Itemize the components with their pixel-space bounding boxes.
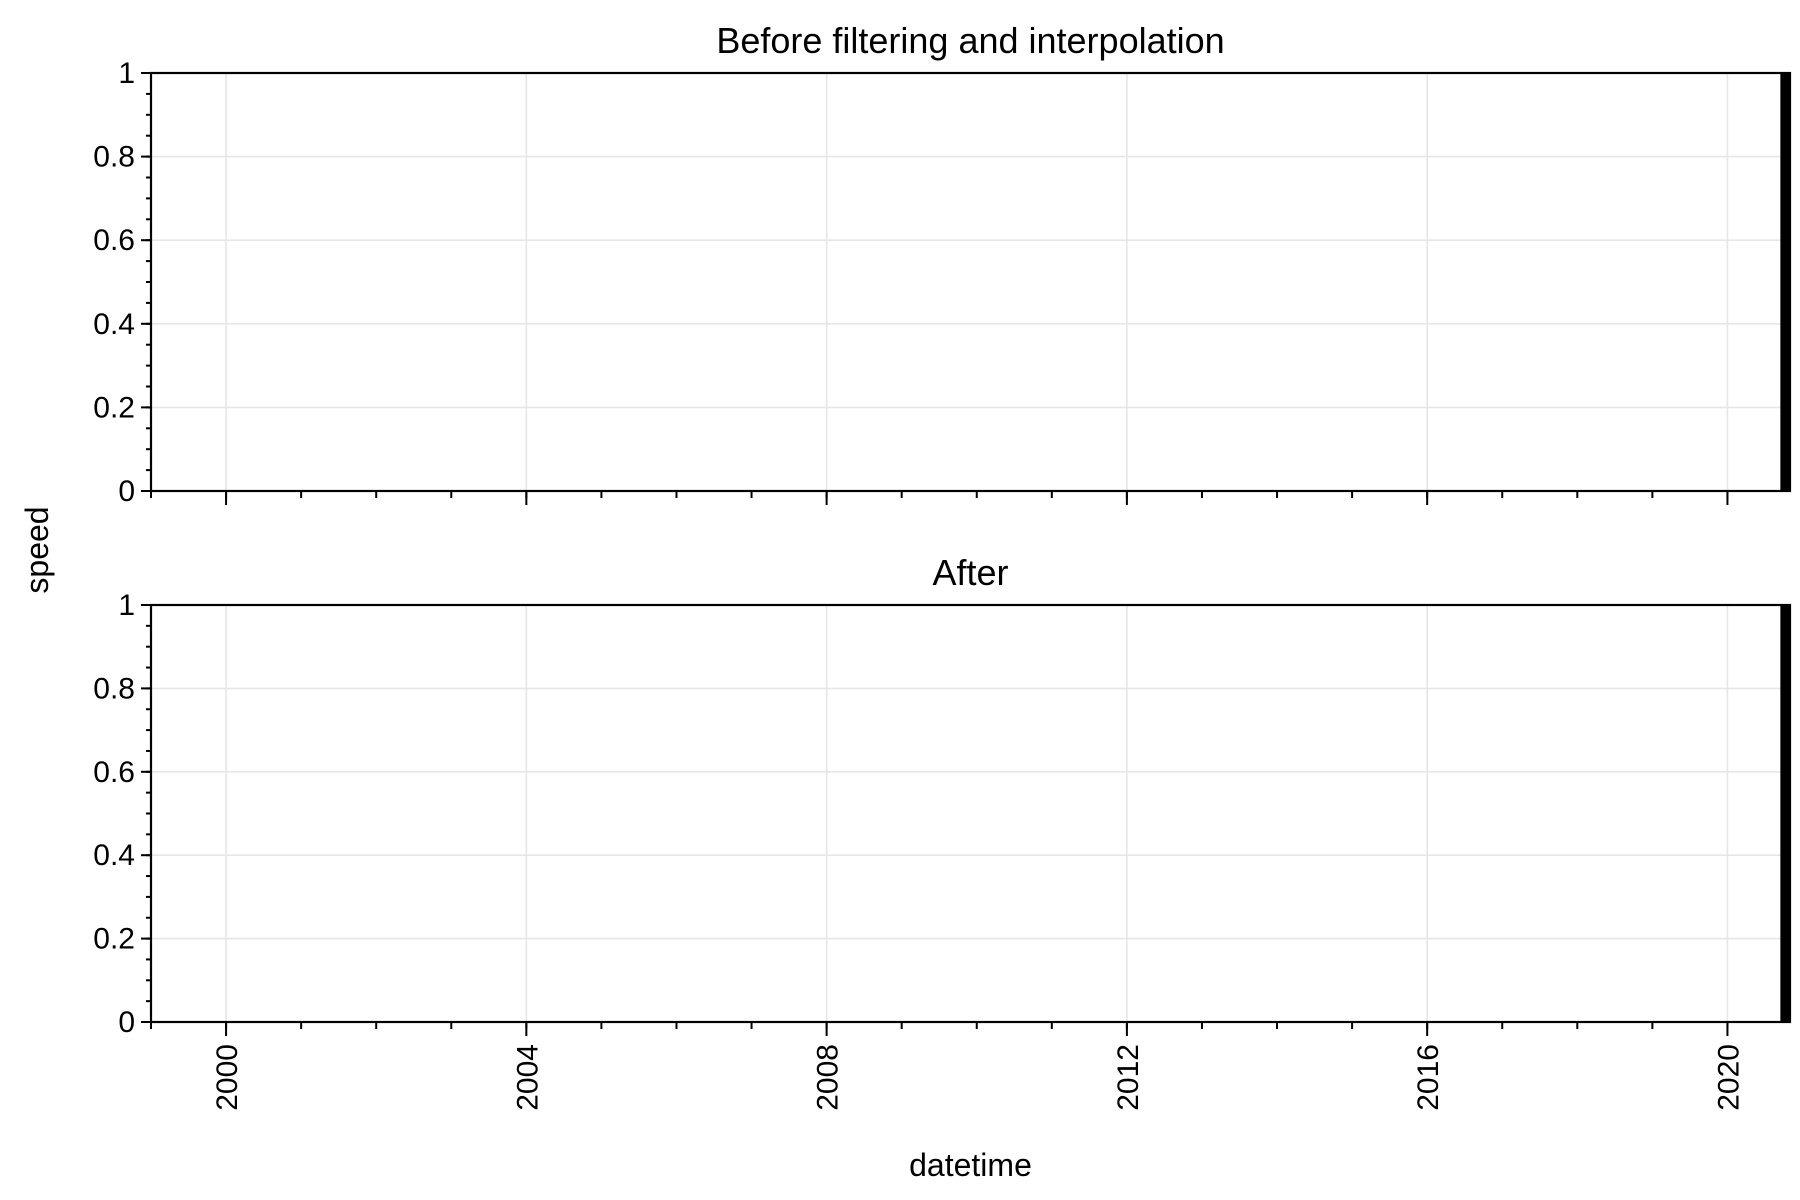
y-tick-label: 0.6 xyxy=(93,756,135,789)
speed-series xyxy=(1780,73,1790,491)
y-tick-label: 0.4 xyxy=(93,839,135,872)
y-tick-label: 1 xyxy=(118,57,135,90)
panel-before: 0 0.2 0.4 0.6 0.8 1 Before filtering and inter… xyxy=(93,20,1792,508)
y-tick-label: 0.8 xyxy=(93,141,135,174)
y-tick-label: 1 xyxy=(118,589,135,622)
y-tick-label: 0 xyxy=(118,475,135,508)
y-tick-label: 0.4 xyxy=(93,308,135,341)
panel-after: 0 0.2 0.4 0.6 0.8 1 2000 2004 2008 2012 2016 2020 Af… xyxy=(93,552,1792,1183)
y-tick-label: 0.8 xyxy=(93,672,135,705)
x-axis-label: datetime xyxy=(909,1147,1032,1183)
x-tick-label: 2016 xyxy=(1412,1044,1445,1111)
x-tick-label: 2004 xyxy=(511,1044,544,1111)
chart-title: Before filtering and interpolation xyxy=(716,20,1224,61)
y-tick-label: 0.2 xyxy=(93,391,135,424)
y-tick-label: 0.6 xyxy=(93,224,135,257)
y-tick-label: 0.2 xyxy=(93,923,135,956)
x-tick-label: 2012 xyxy=(1112,1044,1145,1111)
chart-title: After xyxy=(932,552,1008,593)
x-tick-label: 2008 xyxy=(812,1044,845,1111)
axes-frame xyxy=(149,71,1792,493)
x-tick-label: 2020 xyxy=(1712,1044,1745,1111)
x-tick-label: 2000 xyxy=(211,1044,244,1111)
y-tick-label: 0 xyxy=(118,1006,135,1039)
speed-series xyxy=(1780,605,1790,1022)
y-axis-label: speed xyxy=(19,506,55,593)
axes-frame xyxy=(149,603,1792,1024)
